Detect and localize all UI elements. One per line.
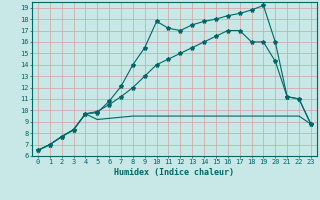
X-axis label: Humidex (Indice chaleur): Humidex (Indice chaleur) xyxy=(115,168,234,177)
